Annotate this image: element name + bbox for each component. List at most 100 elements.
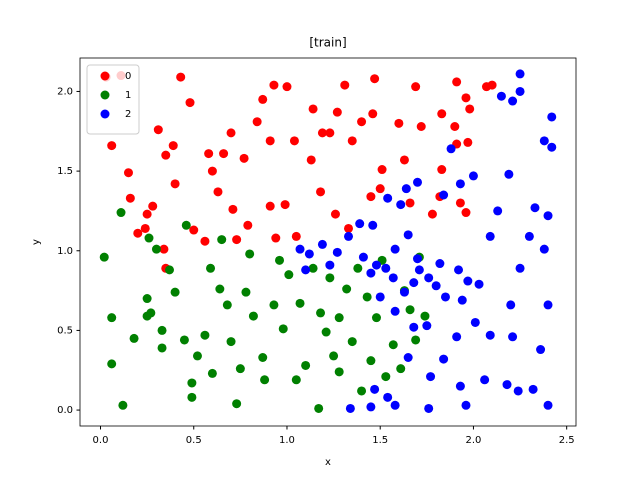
- point: [439, 190, 449, 200]
- point: [232, 235, 242, 245]
- legend-label: 0: [125, 71, 131, 82]
- point: [411, 335, 421, 345]
- point: [295, 244, 305, 254]
- point: [243, 220, 253, 230]
- point: [151, 244, 161, 254]
- point: [144, 233, 154, 243]
- point: [383, 193, 393, 203]
- point: [187, 392, 197, 402]
- legend-marker: [100, 109, 110, 119]
- point: [513, 386, 523, 396]
- point: [161, 150, 171, 160]
- point: [439, 354, 449, 364]
- point: [345, 403, 355, 413]
- point: [325, 273, 335, 283]
- point: [396, 200, 406, 210]
- point: [213, 187, 223, 197]
- x-tick-label: 1.5: [372, 435, 388, 446]
- point: [334, 367, 344, 377]
- point: [355, 219, 365, 229]
- point: [291, 231, 301, 241]
- point: [377, 165, 387, 175]
- point: [133, 228, 143, 238]
- point: [153, 125, 163, 135]
- point: [371, 313, 381, 323]
- point: [480, 375, 490, 385]
- plot-frame: [79, 57, 577, 427]
- point: [215, 284, 225, 294]
- point: [239, 153, 249, 163]
- point: [405, 198, 415, 208]
- legend-label: 2: [125, 109, 131, 120]
- legend-marker: [100, 71, 110, 81]
- point: [375, 184, 385, 194]
- point: [347, 337, 357, 347]
- point: [530, 203, 540, 213]
- point: [107, 141, 117, 151]
- y-tick-label: 1.0: [57, 246, 73, 257]
- legend-label: 1: [125, 90, 131, 101]
- point: [502, 380, 512, 390]
- point: [269, 80, 279, 90]
- point: [455, 381, 465, 391]
- point: [452, 77, 462, 87]
- point: [455, 198, 465, 208]
- point: [157, 325, 167, 335]
- point: [411, 82, 421, 92]
- point: [463, 276, 473, 286]
- point: [435, 259, 445, 269]
- point: [416, 122, 426, 132]
- point: [383, 392, 393, 402]
- point: [280, 200, 290, 210]
- point: [269, 300, 279, 310]
- point: [405, 305, 415, 315]
- point: [422, 321, 432, 331]
- point: [116, 208, 126, 218]
- point: [543, 400, 553, 410]
- point: [316, 187, 326, 197]
- point: [470, 317, 480, 327]
- point: [301, 360, 311, 370]
- point: [329, 351, 339, 361]
- point: [185, 98, 195, 108]
- point: [168, 141, 178, 151]
- point: [401, 184, 411, 194]
- point: [308, 104, 318, 114]
- point: [508, 332, 518, 342]
- point: [403, 352, 413, 362]
- x-tick-label: 2.5: [559, 435, 575, 446]
- y-tick-label: 0.0: [57, 405, 73, 416]
- y-tick-label: 0.5: [57, 325, 73, 336]
- point: [206, 263, 216, 273]
- point: [381, 372, 391, 382]
- point: [125, 193, 135, 203]
- y-axis-label: y: [31, 239, 42, 245]
- point: [219, 149, 229, 159]
- point: [399, 287, 409, 297]
- point: [332, 107, 342, 117]
- point: [515, 69, 525, 79]
- point: [301, 265, 311, 275]
- point: [524, 231, 534, 241]
- point: [543, 211, 553, 221]
- point: [325, 128, 335, 138]
- point: [340, 80, 350, 90]
- point: [170, 179, 180, 189]
- point: [217, 235, 227, 245]
- point: [332, 247, 342, 257]
- point: [485, 231, 495, 241]
- y-tick-label: 2.0: [57, 86, 73, 97]
- point: [375, 292, 385, 302]
- point: [390, 400, 400, 410]
- point: [390, 306, 400, 316]
- point: [431, 281, 441, 291]
- point: [403, 230, 413, 240]
- point: [353, 263, 363, 273]
- point: [426, 372, 436, 382]
- point: [515, 263, 525, 273]
- point: [366, 192, 376, 202]
- point: [258, 94, 268, 104]
- point: [146, 308, 156, 318]
- point: [409, 322, 419, 332]
